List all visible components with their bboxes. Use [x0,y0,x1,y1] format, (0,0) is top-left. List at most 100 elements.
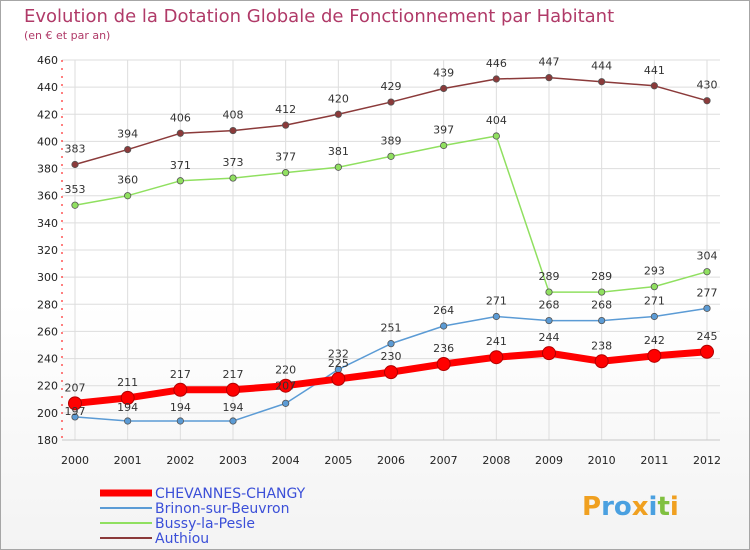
x-tick-label-2009: 2009 [535,454,563,467]
y-tick-label-300: 300 [37,271,58,284]
data-label-bussy-la-pesle-2002: 371 [170,159,191,172]
point-authiou-2000 [71,160,79,169]
point-chevannes-changy-2002 [173,382,188,397]
data-label-chevannes-changy-2008: 241 [486,335,507,348]
x-tick-label-2012: 2012 [693,454,721,467]
chart-subtitle: (en € et par an) [24,29,110,42]
x-tick-label-2010: 2010 [588,454,616,467]
point-bussy-la-pesle-2005 [334,163,342,171]
data-label-brinon-sur-beuvron-2000: 197 [65,405,86,418]
point-chevannes-changy-2008 [489,350,504,365]
point-authiou-2003 [229,126,237,135]
x-tick-label-2005: 2005 [324,454,352,467]
x-tick-label-2004: 2004 [272,454,300,467]
data-label-brinon-sur-beuvron-2010: 268 [591,299,612,312]
data-label-bussy-la-pesle-2004: 377 [275,151,296,164]
proxiti-logo-text: Proxiti [582,492,679,522]
point-authiou-2001 [124,145,132,154]
point-chevannes-changy-2005 [331,371,346,386]
point-authiou-2007 [440,84,448,93]
point-chevannes-changy-2003 [226,382,240,397]
series-layer [68,74,714,425]
data-label-chevannes-changy-2005: 225 [328,357,349,370]
point-brinon-sur-beuvron-2000 [71,413,79,421]
data-label-brinon-sur-beuvron-2001: 194 [117,401,138,414]
y-tick-label-440: 440 [37,81,58,94]
point-authiou-2004 [282,121,290,129]
data-label-brinon-sur-beuvron-2004: 207 [275,379,296,392]
y-tick-label-280: 280 [37,298,58,311]
data-label-authiou-2009: 447 [539,56,560,69]
data-label-brinon-sur-beuvron-2005: 232 [328,347,349,360]
point-brinon-sur-beuvron-2004 [282,399,290,407]
data-label-authiou-2002: 406 [170,111,191,124]
point-chevannes-changy-2006 [384,365,398,380]
x-tick-label-2007: 2007 [430,454,458,467]
legend-label-bussy-la-pesle: Bussy-la-Pesle [155,516,255,532]
axes: 180 200 220 240 260 280 300 320 340 360 380 400 420 4… [37,54,721,467]
data-label-bussy-la-pesle-2008: 404 [486,114,507,127]
data-label-bussy-la-pesle-2005: 381 [328,145,349,158]
chart-title: Evolution de la Dotation Globale de Fonc… [24,6,614,27]
data-label-bussy-la-pesle-2010: 289 [591,270,612,283]
point-authiou-2005 [334,110,342,118]
data-label-authiou-2011: 441 [644,64,665,77]
y-tick-label-220: 220 [37,380,58,393]
data-label-authiou-2004: 412 [275,103,296,116]
legend-label-authiou: Authiou [155,531,209,547]
point-bussy-la-pesle-2001 [124,192,132,200]
point-authiou-2010 [598,78,606,86]
data-label-bussy-la-pesle-2007: 397 [433,124,454,137]
data-label-authiou-2007: 439 [433,67,454,80]
proxiti-logo: Proxiti [582,492,679,522]
point-bussy-la-pesle-2006 [387,152,395,160]
data-label-brinon-sur-beuvron-2007: 264 [433,304,454,317]
y-tick-label-380: 380 [37,163,58,176]
grid [62,59,720,441]
point-bussy-la-pesle-2012 [703,268,711,276]
data-label-chevannes-changy-2004: 220 [275,364,296,377]
point-chevannes-changy-2004 [278,378,293,393]
data-label-authiou-2005: 420 [328,92,349,105]
data-label-chevannes-changy-2001: 211 [117,376,138,389]
data-label-brinon-sur-beuvron-2009: 268 [539,299,560,312]
point-bussy-la-pesle-2004 [282,169,290,177]
data-labels: 383 394 406 408 412 420 429 439 446 447 444 441 430 3… [65,56,718,418]
data-label-chevannes-changy-2007: 236 [433,342,454,355]
point-bussy-la-pesle-2010 [598,288,606,296]
point-brinon-sur-beuvron-2002 [176,417,184,425]
data-label-bussy-la-pesle-2003: 373 [223,156,244,169]
y-tick-label-400: 400 [37,135,58,148]
data-label-brinon-sur-beuvron-2003: 194 [223,401,244,414]
x-tick-label-2006: 2006 [377,454,405,467]
point-bussy-la-pesle-2008 [492,132,500,140]
data-label-bussy-la-pesle-2011: 293 [644,265,665,278]
point-authiou-2011 [650,82,658,90]
data-label-authiou-2003: 408 [223,109,244,122]
point-authiou-2012 [703,97,711,105]
data-label-brinon-sur-beuvron-2012: 277 [697,286,718,299]
point-bussy-la-pesle-2009 [545,288,553,296]
data-label-authiou-2010: 444 [591,60,612,73]
data-label-chevannes-changy-2006: 230 [381,350,402,363]
point-chevannes-changy-2001 [120,390,135,405]
data-label-authiou-2006: 429 [381,80,402,93]
y-tick-label-360: 360 [37,190,58,203]
data-label-bussy-la-pesle-2001: 360 [117,174,138,187]
legend-label-brinon-sur-beuvron: Brinon-sur-Beuvron [155,501,289,517]
point-brinon-sur-beuvron-2003 [229,417,237,425]
data-label-brinon-sur-beuvron-2008: 271 [486,295,507,308]
point-chevannes-changy-2009 [542,346,556,361]
data-label-chevannes-changy-2009: 244 [539,331,560,344]
legend: CHEVANNES-CHANGY Brinon-sur-Beuvron Buss… [100,486,306,547]
point-bussy-la-pesle-2011 [650,283,658,291]
point-chevannes-changy-2010 [594,354,609,369]
x-tick-label-2001: 2001 [114,454,142,467]
y-tick-label-320: 320 [37,244,58,257]
data-label-authiou-2008: 446 [486,57,507,70]
data-label-chevannes-changy-2011: 242 [644,334,665,347]
point-bussy-la-pesle-2007 [440,141,448,150]
data-label-bussy-la-pesle-2000: 353 [65,183,86,196]
point-chevannes-changy-2011 [647,348,662,363]
